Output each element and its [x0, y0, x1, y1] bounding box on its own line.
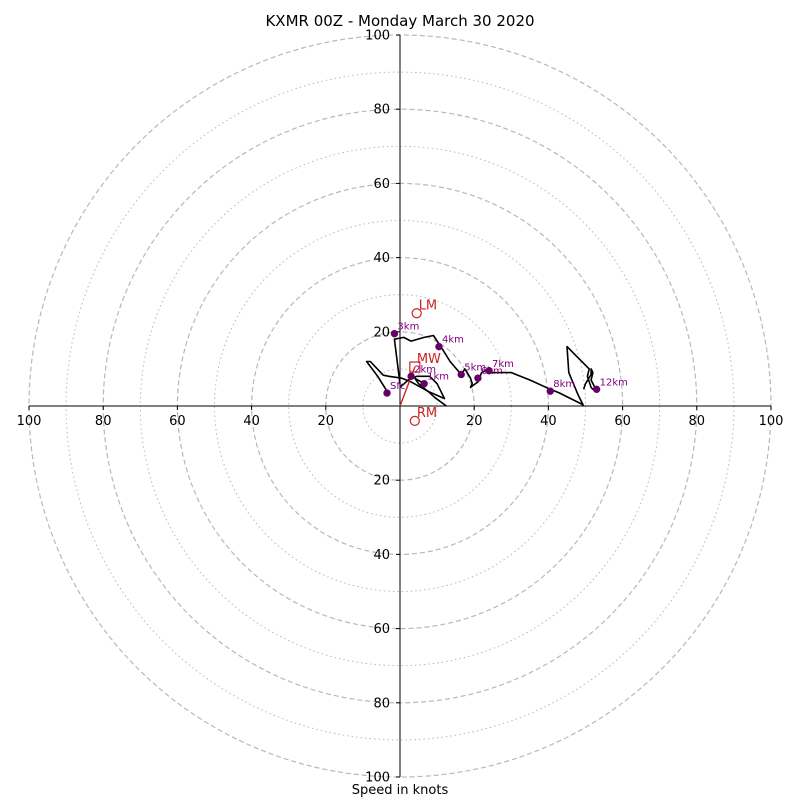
- height-point: [390, 329, 399, 338]
- height-label: 8km: [553, 379, 575, 390]
- y-tick-label: 80: [373, 696, 390, 711]
- height-point: [592, 385, 601, 394]
- height-label: 2km: [414, 364, 436, 375]
- x-tick-label: 100: [17, 414, 42, 429]
- x-tick-label: 100: [759, 414, 784, 429]
- y-tick-label: 20: [373, 325, 390, 340]
- x-tick-label: 40: [540, 414, 557, 429]
- x-tick-label: 20: [466, 414, 483, 429]
- y-tick-label: 60: [373, 177, 390, 192]
- y-tick-label: 20: [373, 474, 390, 489]
- left-mover-marker: [411, 308, 422, 319]
- height-markers: 1km2km3km4km5km6km7km8km12kmSfc: [383, 322, 628, 397]
- x-axis-label: Speed in knots: [351, 783, 449, 798]
- y-tick-label: 40: [373, 548, 390, 563]
- storm-motion-markers: LM MW RM: [399, 298, 441, 426]
- height-point: [420, 380, 428, 388]
- x-tick-label: 20: [318, 414, 335, 429]
- height-point: [474, 374, 482, 382]
- height-label: 1km: [427, 372, 449, 383]
- x-tick-label: 40: [243, 414, 260, 429]
- right-mover-marker: [409, 415, 420, 426]
- height-point: [485, 367, 493, 375]
- height-label: 5km: [464, 362, 486, 373]
- x-tick-label: 80: [95, 414, 112, 429]
- x-tick-label: 60: [169, 414, 186, 429]
- height-point: [546, 387, 554, 395]
- height-point: [435, 342, 443, 351]
- height-point: [383, 389, 391, 397]
- x-tick-label: 80: [689, 414, 706, 429]
- height-label: 7km: [492, 359, 514, 370]
- height-label: 12km: [600, 377, 628, 388]
- y-tick-label: 60: [373, 622, 390, 637]
- chart-title: KXMR 00Z - Monday March 30 2020: [265, 12, 535, 30]
- right-mover-label: RM: [417, 406, 437, 421]
- height-label: Sfc: [390, 381, 405, 392]
- left-mover-label: LM: [419, 298, 437, 313]
- height-label: 4km: [442, 335, 464, 346]
- height-label: 3km: [397, 322, 419, 333]
- mean-wind-label: MW: [417, 352, 441, 367]
- height-point: [457, 370, 465, 379]
- y-tick-label: 100: [365, 29, 390, 44]
- hodograph-segment: [566, 345, 596, 407]
- hodograph-segment: [365, 360, 447, 407]
- y-tick-label: 40: [373, 251, 390, 266]
- mean-wind-marker: [409, 361, 421, 373]
- x-tick-label: 60: [614, 414, 631, 429]
- y-tick-label: 80: [373, 103, 390, 118]
- tick-labels: 100 80 60 40 20 20 40 60 80 100 20 40 60 80 100 20 40 60 8…: [17, 29, 784, 786]
- height-point: [407, 372, 415, 381]
- y-tick-label: 100: [365, 771, 390, 786]
